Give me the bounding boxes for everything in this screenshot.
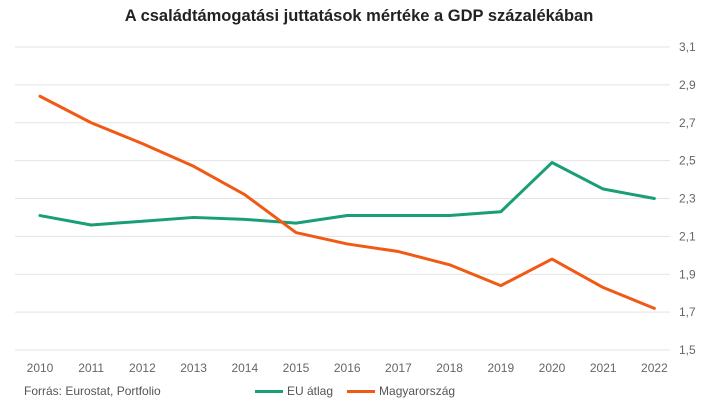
x-tick-label: 2017 — [385, 361, 412, 375]
x-axis-ticks: 2010 2011 2012 2013 2014 2015 2016 2017 2018 2019… — [27, 361, 668, 375]
y-tick-label: 1,7 — [679, 305, 696, 319]
y-tick-label: 2,1 — [679, 229, 696, 243]
x-tick-label: 2018 — [436, 361, 463, 375]
legend: EU átlag Magyarország — [255, 384, 469, 398]
series-lines — [38, 94, 656, 310]
legend-label-eu: EU átlag — [287, 384, 334, 398]
x-tick-label: 2012 — [129, 361, 156, 375]
chart-title: A családtámogatási juttatások mértéke a … — [124, 7, 594, 25]
y-tick-label: 2,5 — [679, 154, 696, 168]
x-tick-label: 2020 — [539, 361, 566, 375]
x-tick-label: 2015 — [283, 361, 310, 375]
x-tick-label: 2013 — [180, 361, 207, 375]
y-tick-label: 2,9 — [679, 78, 696, 92]
y-tick-label: 3,1 — [679, 40, 696, 54]
y-tick-label: 1,9 — [679, 267, 696, 281]
gridlines — [15, 46, 670, 351]
x-tick-label: 2014 — [231, 361, 258, 375]
legend-item-hu: Magyarország — [347, 384, 455, 398]
x-tick-label: 2010 — [27, 361, 54, 375]
x-tick-label: 2016 — [334, 361, 361, 375]
x-tick-label: 2022 — [641, 361, 668, 375]
legend-swatch-hu — [347, 389, 376, 393]
series-line-hu — [38, 94, 656, 310]
legend-item-eu: EU átlag — [255, 384, 333, 398]
y-axis-ticks: 1,5 1,7 1,9 2,1 2,3 2,5 2,7 2,9 3,1 — [679, 40, 696, 357]
legend-label-hu: Magyarország — [379, 384, 456, 398]
y-tick-label: 1,5 — [679, 343, 696, 357]
y-tick-label: 2,7 — [679, 116, 696, 130]
series-line-eu — [38, 161, 656, 227]
y-tick-label: 2,3 — [679, 192, 696, 206]
x-tick-label: 2021 — [590, 361, 617, 375]
legend-swatch-eu — [255, 389, 283, 393]
x-tick-label: 2011 — [78, 361, 104, 375]
source-note: Forrás: Eurostat, Portfolio — [24, 384, 161, 398]
x-tick-label: 2019 — [487, 361, 514, 375]
